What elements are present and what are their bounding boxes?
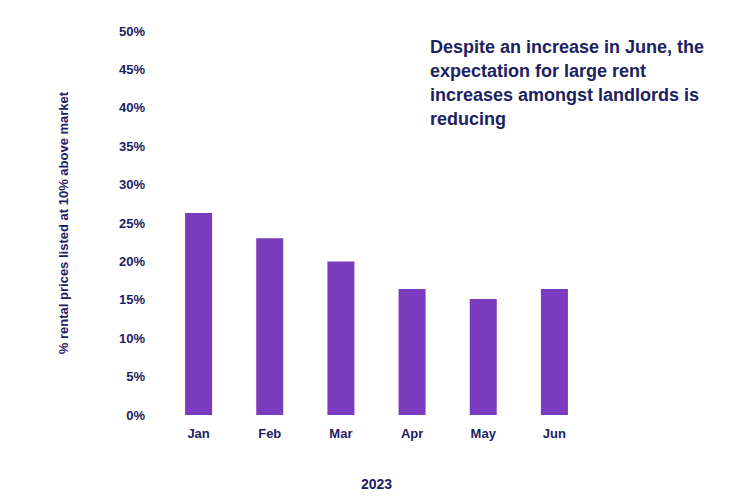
svg-text:increases amongst landlords is: increases amongst landlords is — [430, 85, 704, 105]
svg-text:20%: 20% — [119, 254, 145, 269]
svg-text:45%: 45% — [119, 62, 145, 77]
svg-text:10%: 10% — [119, 331, 145, 346]
svg-text:15%: 15% — [119, 292, 145, 307]
svg-text:% rental prices listed at 10%: % rental prices listed at 10% above mark… — [56, 91, 71, 354]
svg-text:May: May — [471, 426, 497, 441]
svg-text:Feb: Feb — [258, 426, 281, 441]
svg-text:40%: 40% — [119, 100, 145, 115]
svg-text:25%: 25% — [119, 216, 145, 231]
svg-text:Mar: Mar — [329, 426, 352, 441]
svg-text:Apr: Apr — [401, 426, 423, 441]
svg-text:0%: 0% — [126, 408, 145, 423]
svg-text:5%: 5% — [126, 369, 145, 384]
svg-text:reducing: reducing — [430, 109, 506, 129]
svg-text:Jun: Jun — [543, 426, 566, 441]
svg-text:Despite an increase in June, t: Despite an increase in June, the — [430, 37, 709, 57]
svg-text:2023: 2023 — [361, 476, 392, 492]
svg-text:30%: 30% — [119, 177, 145, 192]
svg-text:expectation for large rent: expectation for large rent — [430, 61, 651, 81]
svg-text:50%: 50% — [119, 24, 145, 39]
svg-text:35%: 35% — [119, 139, 145, 154]
svg-text:Jan: Jan — [187, 426, 209, 441]
